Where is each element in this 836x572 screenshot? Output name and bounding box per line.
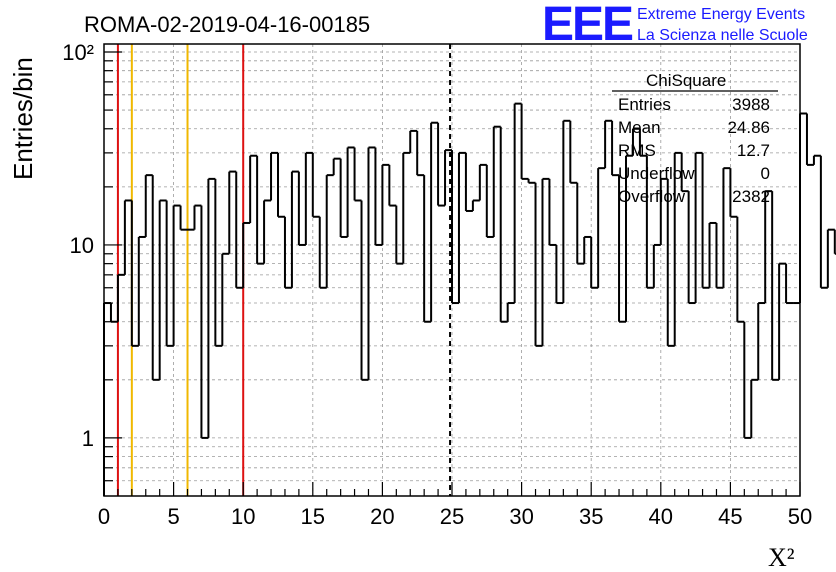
x-tick-label: 45 (718, 504, 742, 529)
stats-rows: Entries 3988 Mean 24.86 RMS 12.7 Underflow 0 Ove… (618, 95, 770, 206)
stats-label: Entries (618, 95, 671, 114)
y-tick-label: 10² (62, 40, 94, 65)
stats-box: ChiSquare Entries 3988 Mean 24.86 RMS 12.7 Und… (612, 71, 778, 206)
x-axis-label: X² (768, 543, 795, 572)
stats-label: Mean (618, 118, 661, 137)
stats-value: 12.7 (737, 141, 770, 160)
stats-title: ChiSquare (646, 71, 726, 90)
x-tick-label: 35 (579, 504, 603, 529)
logo-line-1: Extreme Energy Events (637, 6, 805, 23)
x-tick-label: 0 (98, 504, 110, 529)
stats-label: Overflow (618, 187, 686, 206)
x-tick-label: 25 (440, 504, 464, 529)
x-tick-label: 30 (509, 504, 533, 529)
stats-label: Underflow (618, 164, 695, 183)
logo-line-2: La Scienza nelle Scuole (637, 27, 808, 44)
stats-value: 2382 (732, 187, 770, 206)
x-tick-label: 5 (167, 504, 179, 529)
stats-value: 3988 (732, 95, 770, 114)
stats-value: 0 (761, 164, 770, 183)
x-tick-label: 40 (649, 504, 673, 529)
logo-mark: EEE (542, 0, 633, 51)
eee-logo: EEE Extreme Energy Events La Scienza nel… (542, 0, 808, 51)
x-tick-label: 15 (301, 504, 325, 529)
chart-title: ROMA-02-2019-04-16-00185 (84, 12, 370, 37)
stats-label: RMS (618, 141, 656, 160)
x-tick-label: 20 (370, 504, 394, 529)
stats-value: 24.86 (727, 118, 770, 137)
y-tick-label: 1 (82, 426, 94, 451)
y-tick-label: 10 (70, 233, 94, 258)
axis-layer: 0 5 10 15 20 25 30 35 40 45 50 1 10 10² (62, 40, 812, 529)
histogram-layer (103, 102, 836, 496)
x-tick-label: 10 (231, 504, 255, 529)
x-tick-label: 50 (788, 504, 812, 529)
y-axis-label: Entries/bin (8, 57, 38, 180)
